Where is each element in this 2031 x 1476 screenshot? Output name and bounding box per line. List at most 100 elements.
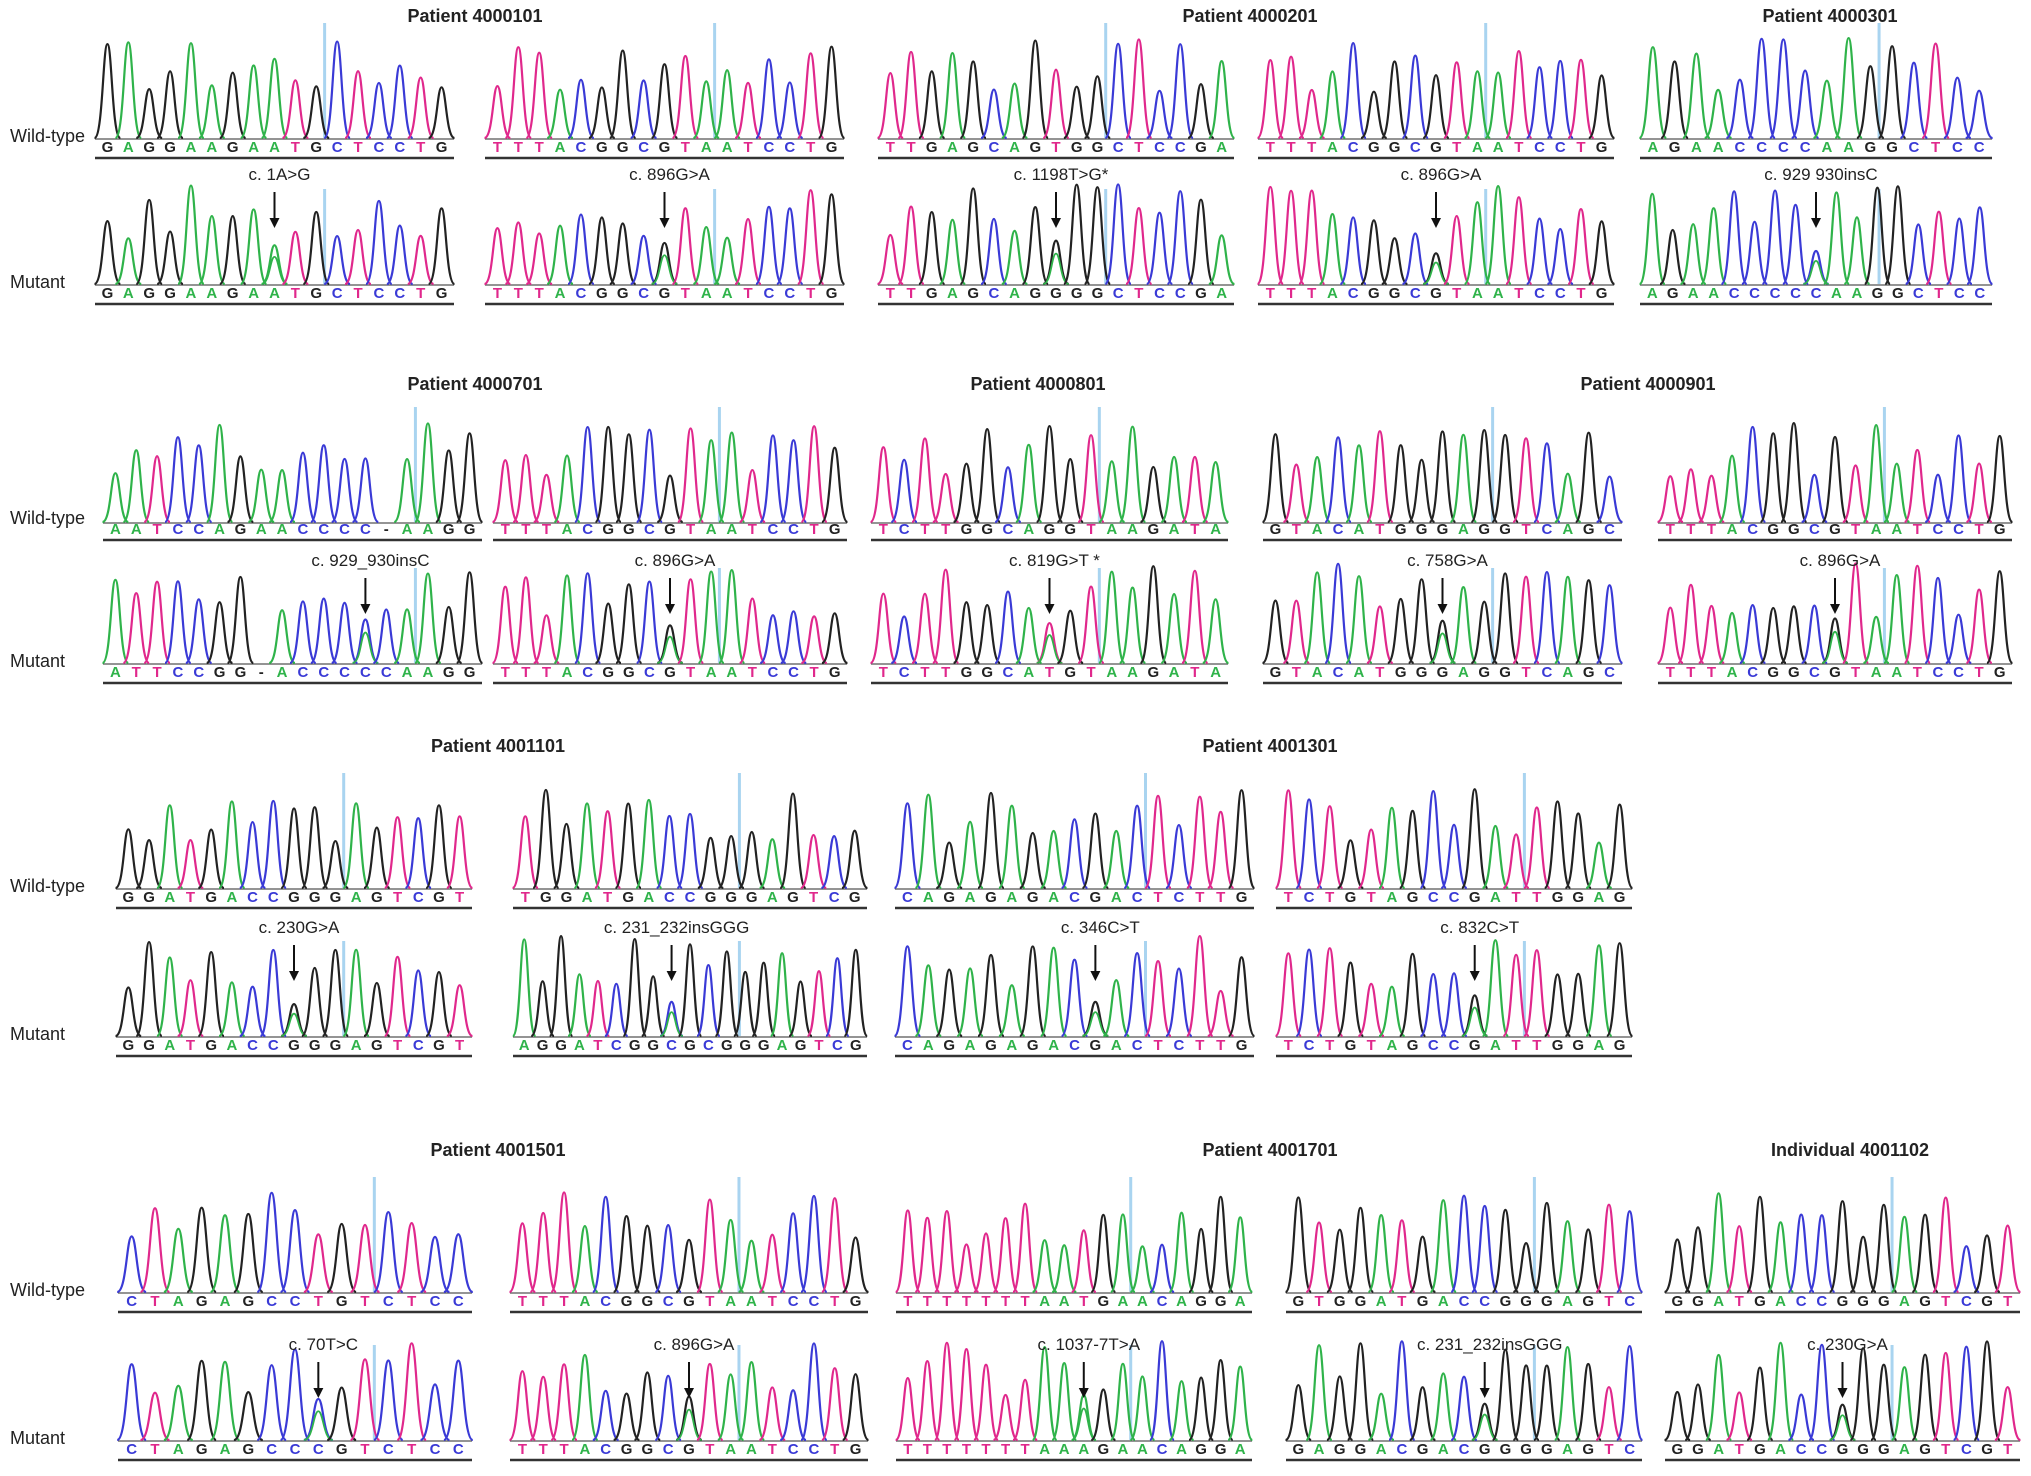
trace-peak	[893, 945, 922, 1038]
trace-peak	[280, 1003, 308, 1038]
trace-peak	[135, 88, 164, 140]
trace-peak	[1166, 43, 1195, 140]
trace-peak	[697, 570, 726, 665]
base-letter: C	[1304, 889, 1315, 906]
base-letter: G	[623, 664, 635, 681]
trace-peak	[1042, 239, 1070, 286]
trace-peak	[232, 1212, 264, 1294]
base-letter: T	[1134, 285, 1143, 302]
base-letter: A	[1493, 139, 1504, 156]
base-letter: G	[826, 285, 838, 302]
base-letter: C	[1933, 664, 1944, 681]
base-letter: T	[518, 1441, 527, 1458]
trace-peak	[1663, 1390, 1691, 1442]
base-letter: A	[1831, 285, 1842, 302]
mutation-label: c. 70T>C	[289, 1335, 358, 1354]
base-letter: G	[1293, 1441, 1305, 1458]
trace-peak	[1227, 1216, 1254, 1294]
trace-peak	[197, 214, 226, 286]
mutation-label: c. 896G>A	[654, 1335, 735, 1354]
trace-peak	[1522, 949, 1551, 1038]
base-letter: G	[1417, 1293, 1429, 1310]
base-letter: G	[288, 889, 300, 906]
trace-secondary-peak	[1036, 634, 1063, 664]
trace-peak	[608, 49, 637, 140]
trace-peak	[385, 64, 414, 140]
base-letter: G	[1614, 1037, 1626, 1054]
base-letter: T	[768, 1293, 777, 1310]
base-letter: A	[164, 889, 175, 906]
base-letter: G	[1500, 1293, 1512, 1310]
base-letter: T	[1292, 521, 1301, 538]
trace-peak	[1574, 1228, 1603, 1294]
trace-peak	[1704, 88, 1733, 140]
trace-peak	[413, 422, 442, 524]
trace-secondary-peak	[656, 635, 684, 664]
base-letter: G	[1071, 139, 1083, 156]
base-letter: -	[384, 521, 389, 538]
trace-peak	[1596, 475, 1624, 524]
trace-peak	[1725, 1391, 1753, 1442]
base-letter: A	[1821, 139, 1832, 156]
trace-peak	[1118, 586, 1147, 665]
trace-peak	[654, 1374, 683, 1442]
trace-peak	[1890, 1215, 1919, 1294]
base-letter: T	[806, 285, 815, 302]
base-letter: C	[1974, 285, 1985, 302]
trace-peak	[788, 980, 814, 1038]
base-letter: G	[1395, 664, 1407, 681]
base-letter: A	[1458, 521, 1469, 538]
base-letter: G	[961, 664, 973, 681]
trace-peak	[1925, 210, 1953, 286]
trace-peak	[655, 814, 684, 890]
trace-peak	[716, 1373, 745, 1442]
base-letter: G	[1195, 139, 1207, 156]
trace-peak	[633, 1224, 662, 1294]
trace-peak	[994, 466, 1022, 524]
trace-peak	[779, 1389, 808, 1442]
base-letter: C	[582, 521, 593, 538]
base-letter: G	[143, 139, 155, 156]
chromatogram-pair: C A G A G A G A C G A C T C T T GC A G A G A G A C G A C T C T T Gc. 346…	[893, 773, 1256, 1058]
base-letter: T	[1325, 1037, 1334, 1054]
base-letter: T	[1286, 285, 1295, 302]
trace-peak	[630, 234, 658, 286]
trace-peak	[612, 1392, 641, 1442]
trace-peak	[677, 943, 703, 1038]
trace-peak	[548, 934, 574, 1038]
base-letter: C	[1770, 285, 1781, 302]
mutation-label: c. 1198T>G*	[1014, 165, 1109, 184]
trace-peak	[1060, 958, 1089, 1038]
trace-peak	[321, 839, 349, 890]
chromatogram-pair: T T T A C G G C G T A A T C C T GT T T A C G G C G T A A T C C T Gc. 896…	[1256, 23, 1616, 306]
trace-peak	[1543, 973, 1572, 1038]
base-letter: A	[1775, 1441, 1786, 1458]
trace-peak	[1401, 54, 1430, 140]
panel-title: Patient 4000801	[970, 374, 1105, 394]
base-letter: G	[1667, 285, 1679, 302]
base-letter: A	[1562, 664, 1573, 681]
trace-peak	[656, 624, 684, 665]
trace-peak	[1144, 794, 1173, 890]
trace-peak	[754, 205, 783, 286]
base-letter: C	[1796, 1293, 1807, 1310]
trace-peak	[1187, 83, 1215, 140]
trace-peak	[841, 1373, 870, 1442]
trace-peak	[779, 439, 808, 524]
trace-peak	[1277, 189, 1305, 286]
base-letter: C	[1604, 521, 1615, 538]
trace-peak	[1821, 617, 1849, 665]
base-letter: G	[537, 1037, 549, 1054]
base-letter: C	[1811, 285, 1822, 302]
base-letter: T	[416, 285, 425, 302]
trace-peak	[442, 1359, 474, 1442]
base-letter: G	[310, 139, 322, 156]
base-letter: C	[1175, 285, 1186, 302]
base-letter: C	[829, 889, 840, 906]
base-letter: C	[663, 1441, 674, 1458]
mutation-label: c. 896G>A	[635, 551, 716, 570]
base-letter: G	[746, 889, 758, 906]
trace-peak	[1461, 994, 1489, 1038]
trace-peak	[533, 473, 560, 524]
